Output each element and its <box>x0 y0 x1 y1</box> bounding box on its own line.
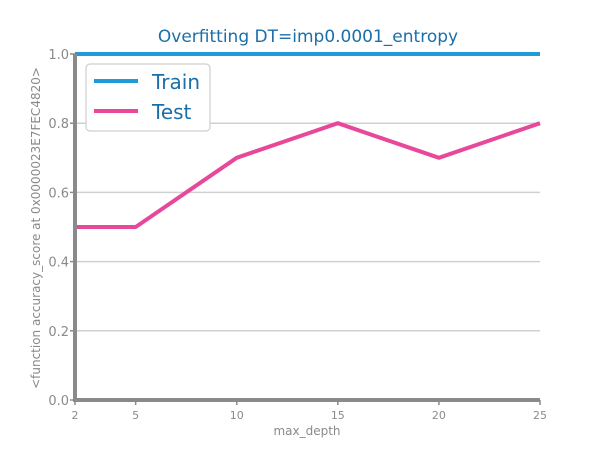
series-lines <box>74 52 541 229</box>
legend-label-test: Test <box>151 100 192 124</box>
legend: Train Test <box>85 63 211 132</box>
x-ticks: 2 5 10 15 20 25 <box>72 400 547 422</box>
y-tick-label: 0.2 <box>48 325 69 340</box>
y-ticks: 0.0 0.2 0.4 0.6 0.8 1.0 <box>48 48 75 409</box>
y-tick-label: 0.8 <box>48 117 69 132</box>
chart-title: Overfitting DT=imp0.0001_entropy <box>158 27 458 47</box>
y-tick-label: 0.4 <box>48 256 69 271</box>
x-tick-label: 25 <box>533 409 547 422</box>
y-tick-label: 0.6 <box>48 186 69 201</box>
series-line-test <box>75 121 541 229</box>
x-axis-label: max_depth <box>273 424 340 438</box>
x-tick-label: 15 <box>331 409 345 422</box>
y-tick-label: 1.0 <box>48 48 69 63</box>
y-axis-label: <function accuracy_score at 0x0000023E7F… <box>29 67 43 389</box>
x-tick-label: 10 <box>230 409 244 422</box>
x-tick-label: 20 <box>432 409 446 422</box>
axes <box>73 54 540 402</box>
y-tick-label: 0.0 <box>48 394 69 409</box>
legend-label-train: Train <box>151 70 200 94</box>
x-tick-label: 2 <box>72 409 79 422</box>
x-tick-label: 5 <box>132 409 139 422</box>
